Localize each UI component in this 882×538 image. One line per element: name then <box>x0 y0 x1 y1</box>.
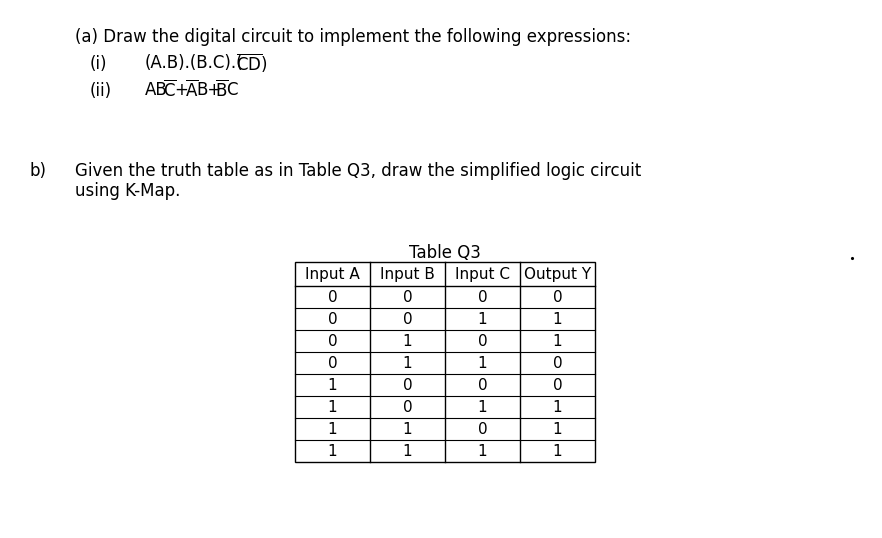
Text: 0: 0 <box>403 400 412 414</box>
Text: 0: 0 <box>328 334 337 349</box>
Text: 1: 1 <box>553 312 563 327</box>
Text: AB: AB <box>145 81 168 99</box>
Text: (A.B).(B.C).(: (A.B).(B.C).( <box>145 54 243 72</box>
Text: 1: 1 <box>553 443 563 458</box>
Text: Given the truth table as in Table Q3, draw the simplified logic circuit: Given the truth table as in Table Q3, dr… <box>75 162 641 180</box>
Text: Table Q3: Table Q3 <box>409 244 481 262</box>
Text: 0: 0 <box>553 378 563 393</box>
Text: $\overline{\rm A}$: $\overline{\rm A}$ <box>185 79 198 100</box>
Text: 0: 0 <box>478 289 488 305</box>
Text: 1: 1 <box>328 443 337 458</box>
Text: Input B: Input B <box>380 266 435 281</box>
Text: 1: 1 <box>403 356 412 371</box>
Text: 0: 0 <box>553 356 563 371</box>
Text: 1: 1 <box>328 400 337 414</box>
Text: B+: B+ <box>196 81 221 99</box>
Text: +: + <box>174 81 188 99</box>
Text: 1: 1 <box>328 421 337 436</box>
Text: C: C <box>226 81 237 99</box>
Text: 0: 0 <box>478 334 488 349</box>
Text: $\overline{\rm B}$: $\overline{\rm B}$ <box>215 79 228 100</box>
Text: 0: 0 <box>553 289 563 305</box>
Text: 1: 1 <box>328 378 337 393</box>
Text: 1: 1 <box>553 334 563 349</box>
Text: 1: 1 <box>553 400 563 414</box>
Text: 0: 0 <box>403 312 412 327</box>
Text: $\overline{\rm C}$: $\overline{\rm C}$ <box>163 79 176 100</box>
Text: using K-Map.: using K-Map. <box>75 182 181 200</box>
Text: (ii): (ii) <box>90 82 112 100</box>
Text: Output Y: Output Y <box>524 266 591 281</box>
Text: 1: 1 <box>478 443 488 458</box>
Text: 1: 1 <box>553 421 563 436</box>
Text: Input A: Input A <box>305 266 360 281</box>
Text: 1: 1 <box>478 356 488 371</box>
Text: Input C: Input C <box>455 266 510 281</box>
Text: 1: 1 <box>478 400 488 414</box>
Text: 0: 0 <box>478 421 488 436</box>
Text: 1: 1 <box>478 312 488 327</box>
Text: 0: 0 <box>328 312 337 327</box>
Text: 0: 0 <box>478 378 488 393</box>
Text: 0: 0 <box>328 289 337 305</box>
Text: (a) Draw the digital circuit to implement the following expressions:: (a) Draw the digital circuit to implemen… <box>75 28 632 46</box>
Text: 0: 0 <box>328 356 337 371</box>
Text: (i): (i) <box>90 55 108 73</box>
Text: 1: 1 <box>403 443 412 458</box>
Bar <box>295 262 595 462</box>
Text: b): b) <box>30 162 47 180</box>
Text: 0: 0 <box>403 378 412 393</box>
Text: 1: 1 <box>403 421 412 436</box>
Text: $\overline{\rm CD}$): $\overline{\rm CD}$) <box>236 52 267 75</box>
Text: 0: 0 <box>403 289 412 305</box>
Text: 1: 1 <box>403 334 412 349</box>
